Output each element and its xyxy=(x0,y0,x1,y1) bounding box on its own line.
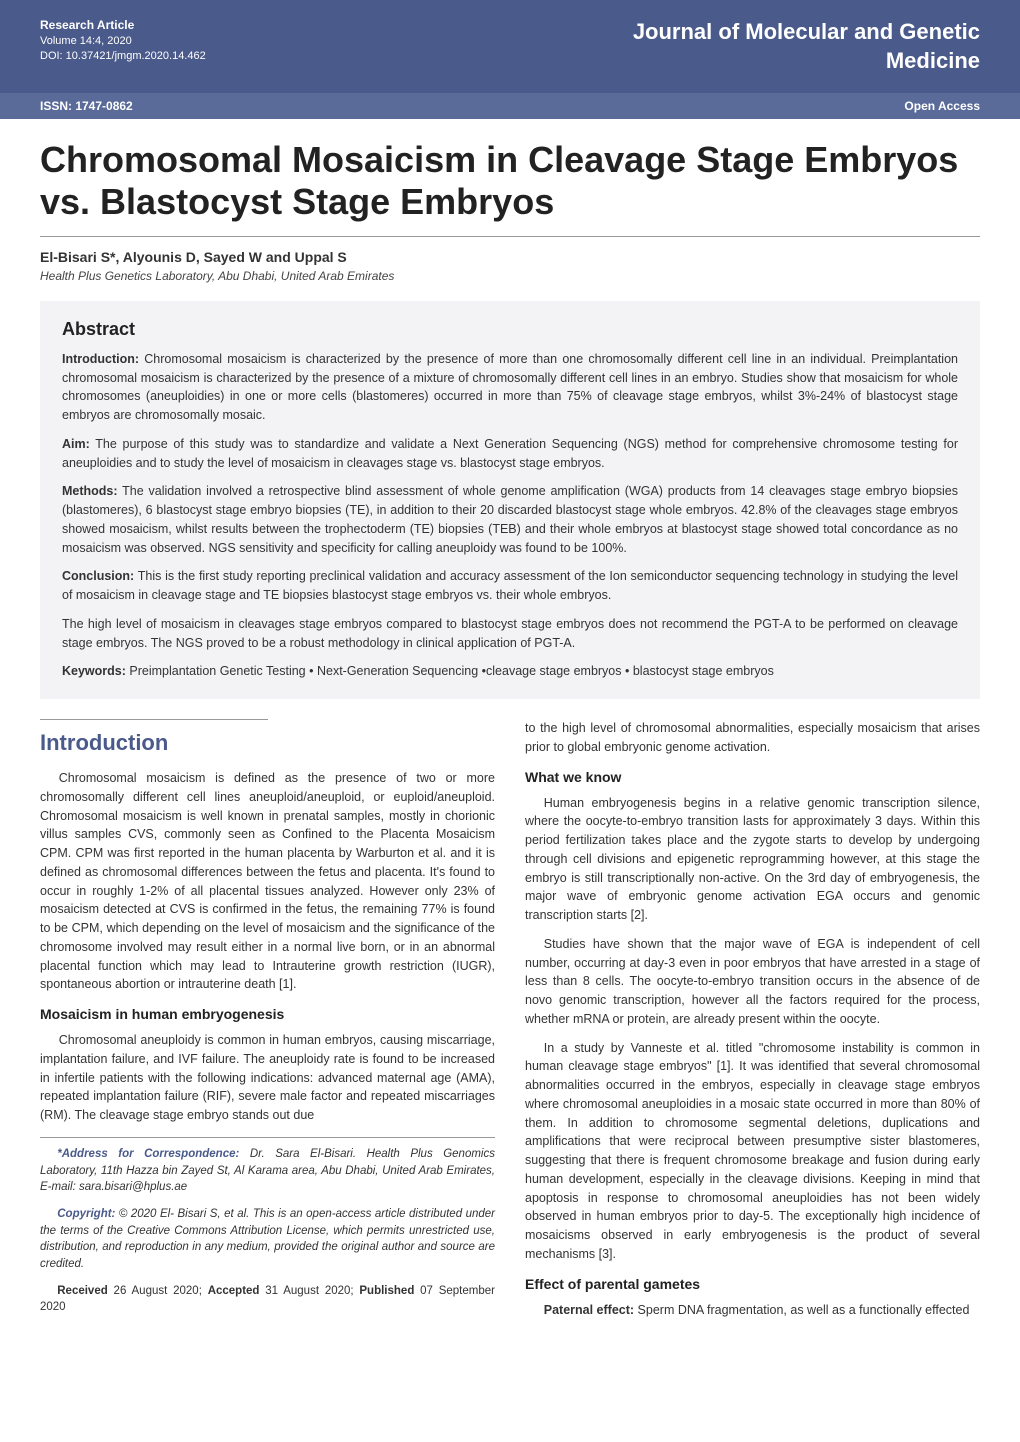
abstract-intro: Introduction: Chromosomal mosaicism is c… xyxy=(62,350,958,425)
intro-p2: Chromosomal aneuploidy is common in huma… xyxy=(40,1031,495,1125)
abstract-keywords: Keywords: Preimplantation Genetic Testin… xyxy=(62,662,958,681)
copyright-label: Copyright: xyxy=(57,1208,115,1220)
body-columns: Introduction Chromosomal mosaicism is de… xyxy=(40,719,980,1329)
intro-label: Introduction: xyxy=(62,352,139,366)
aim-label: Aim: xyxy=(62,437,90,451)
introduction-heading: Introduction xyxy=(40,719,268,759)
effect-subheading: Effect of parental gametes xyxy=(525,1274,980,1295)
left-column: Introduction Chromosomal mosaicism is de… xyxy=(40,719,495,1329)
aim-text: The purpose of this study was to standar… xyxy=(62,437,958,470)
mosaicism-subheading: Mosaicism in human embryogenesis xyxy=(40,1004,495,1025)
keywords-label: Keywords: xyxy=(62,664,126,678)
dates: Received 26 August 2020; Accepted 31 Aug… xyxy=(40,1283,495,1316)
body-p6: In a study by Vanneste et al. titled "ch… xyxy=(525,1039,980,1264)
intro-p1: Chromosomal mosaicism is defined as the … xyxy=(40,769,495,994)
main-content: Chromosomal Mosaicism in Cleavage Stage … xyxy=(0,119,1020,1359)
conclusion-label: Conclusion: xyxy=(62,569,134,583)
journal-name-line2: Medicine xyxy=(633,47,980,76)
sub-header-bar: ISSN: 1747-0862 Open Access xyxy=(0,93,1020,119)
journal-name-line1: Journal of Molecular and Genetic xyxy=(633,18,980,47)
doi: DOI: 10.37421/jmgm.2020.14.462 xyxy=(40,50,206,62)
abstract-conclusion2: The high level of mosaicism in cleavages… xyxy=(62,615,958,653)
correspondence-label: *Address for Correspondence: xyxy=(57,1148,239,1160)
accepted-date: 31 August 2020; xyxy=(259,1285,359,1297)
paternal-text: Sperm DNA fragmentation, as well as a fu… xyxy=(634,1303,969,1317)
open-access-label: Open Access xyxy=(904,99,980,113)
received-date: 26 August 2020; xyxy=(108,1285,208,1297)
correspondence: *Address for Correspondence: Dr. Sara El… xyxy=(40,1146,495,1196)
copyright: Copyright: © 2020 El- Bisari S, et al. T… xyxy=(40,1206,495,1273)
article-type: Research Article xyxy=(40,18,206,32)
footnote-divider xyxy=(40,1137,495,1138)
conclusion-text: This is the first study reporting precli… xyxy=(62,569,958,602)
published-label: Published xyxy=(359,1285,414,1297)
keywords-text: Preimplantation Genetic Testing • Next-G… xyxy=(126,664,774,678)
accepted-label: Accepted xyxy=(208,1285,260,1297)
abstract-methods: Methods: The validation involved a retro… xyxy=(62,482,958,557)
body-p4: Human embryogenesis begins in a relative… xyxy=(525,794,980,925)
body-p3: to the high level of chromosomal abnorma… xyxy=(525,719,980,757)
volume-issue: Volume 14:4, 2020 xyxy=(40,35,206,47)
title-divider xyxy=(40,236,980,237)
methods-text: The validation involved a retrospective … xyxy=(62,484,958,554)
methods-label: Methods: xyxy=(62,484,118,498)
header-right: Journal of Molecular and Genetic Medicin… xyxy=(633,18,980,75)
right-column: to the high level of chromosomal abnorma… xyxy=(525,719,980,1329)
body-p5: Studies have shown that the major wave o… xyxy=(525,935,980,1029)
affiliation: Health Plus Genetics Laboratory, Abu Dha… xyxy=(40,269,980,283)
header-left: Research Article Volume 14:4, 2020 DOI: … xyxy=(40,18,206,62)
abstract-aim: Aim: The purpose of this study was to st… xyxy=(62,435,958,473)
journal-header: Research Article Volume 14:4, 2020 DOI: … xyxy=(0,0,1020,93)
abstract-conclusion: Conclusion: This is the first study repo… xyxy=(62,567,958,605)
authors: El-Bisari S*, Alyounis D, Sayed W and Up… xyxy=(40,249,980,265)
paternal-label: Paternal effect: xyxy=(544,1303,634,1317)
abstract-box: Abstract Introduction: Chromosomal mosai… xyxy=(40,301,980,699)
whatweknow-subheading: What we know xyxy=(525,767,980,788)
issn: ISSN: 1747-0862 xyxy=(40,99,133,113)
intro-text: Chromosomal mosaicism is characterized b… xyxy=(62,352,958,422)
received-label: Received xyxy=(57,1285,108,1297)
body-p7: Paternal effect: Sperm DNA fragmentation… xyxy=(525,1301,980,1320)
abstract-heading: Abstract xyxy=(62,319,958,340)
article-title: Chromosomal Mosaicism in Cleavage Stage … xyxy=(40,139,980,222)
